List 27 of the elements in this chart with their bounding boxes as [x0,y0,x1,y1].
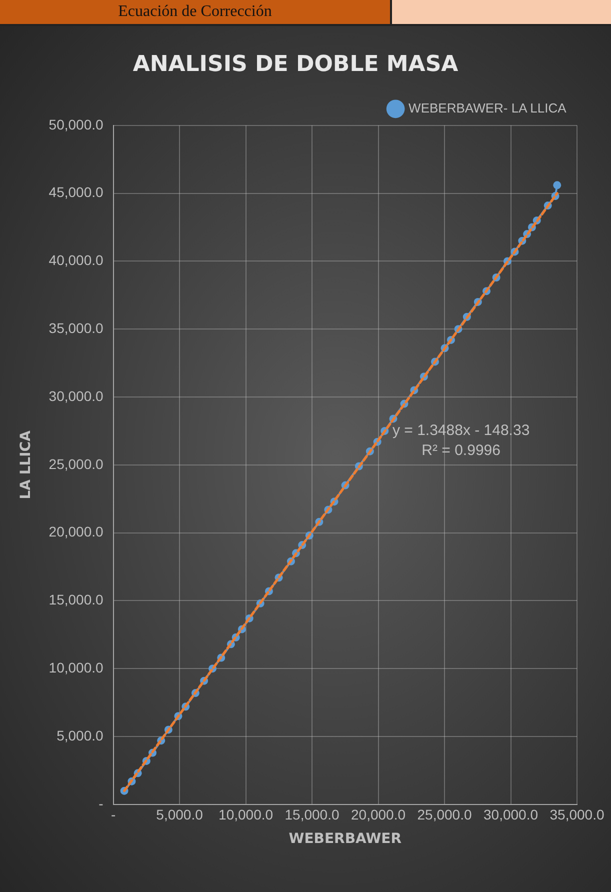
y-axis-title: LA LLICA [18,430,34,500]
y-tick-label: 50,000.0 [48,116,104,132]
y-tick-label: 10,000.0 [48,659,104,676]
legend-label: WEBERBAWER- LA LLICA [408,100,567,116]
y-tick-label: 35,000.0 [48,320,104,336]
point [553,181,562,190]
x-tick-label: 5,000.0 [156,806,204,823]
text: Ecuación de Corrección [0,0,392,24]
x-tick-label: - [110,806,116,823]
x-tick-label: 15,000.0 [284,806,340,823]
x-tick-label: 30,000.0 [484,806,538,823]
x-axis-title: WEBERBAWER [288,831,402,848]
y-tick-label: 25,000.0 [48,456,104,472]
x-tick-label: 10,000.0 [218,806,274,823]
y-tick-label: 15,000.0 [48,592,104,608]
x-tick-label: 35,000.0 [550,806,604,823]
annotation: y = 1.3488x - 148.33 [392,422,530,440]
x-tick-label: 25,000.0 [417,806,472,823]
y-tick-label: 5,000.0 [56,727,104,744]
y-tick-label: 30,000.0 [48,388,104,404]
y-tick-label: 40,000.0 [48,252,104,268]
chart-title: ANALISIS DE DOBLE MASA [132,52,458,77]
y-tick-label: - [98,795,104,812]
y-tick-label: 20,000.0 [48,524,104,540]
annotation: R² = 0.9996 [422,442,500,460]
y-tick-label: 45,000.0 [48,184,104,200]
x-tick-label: 20,000.0 [351,806,406,823]
